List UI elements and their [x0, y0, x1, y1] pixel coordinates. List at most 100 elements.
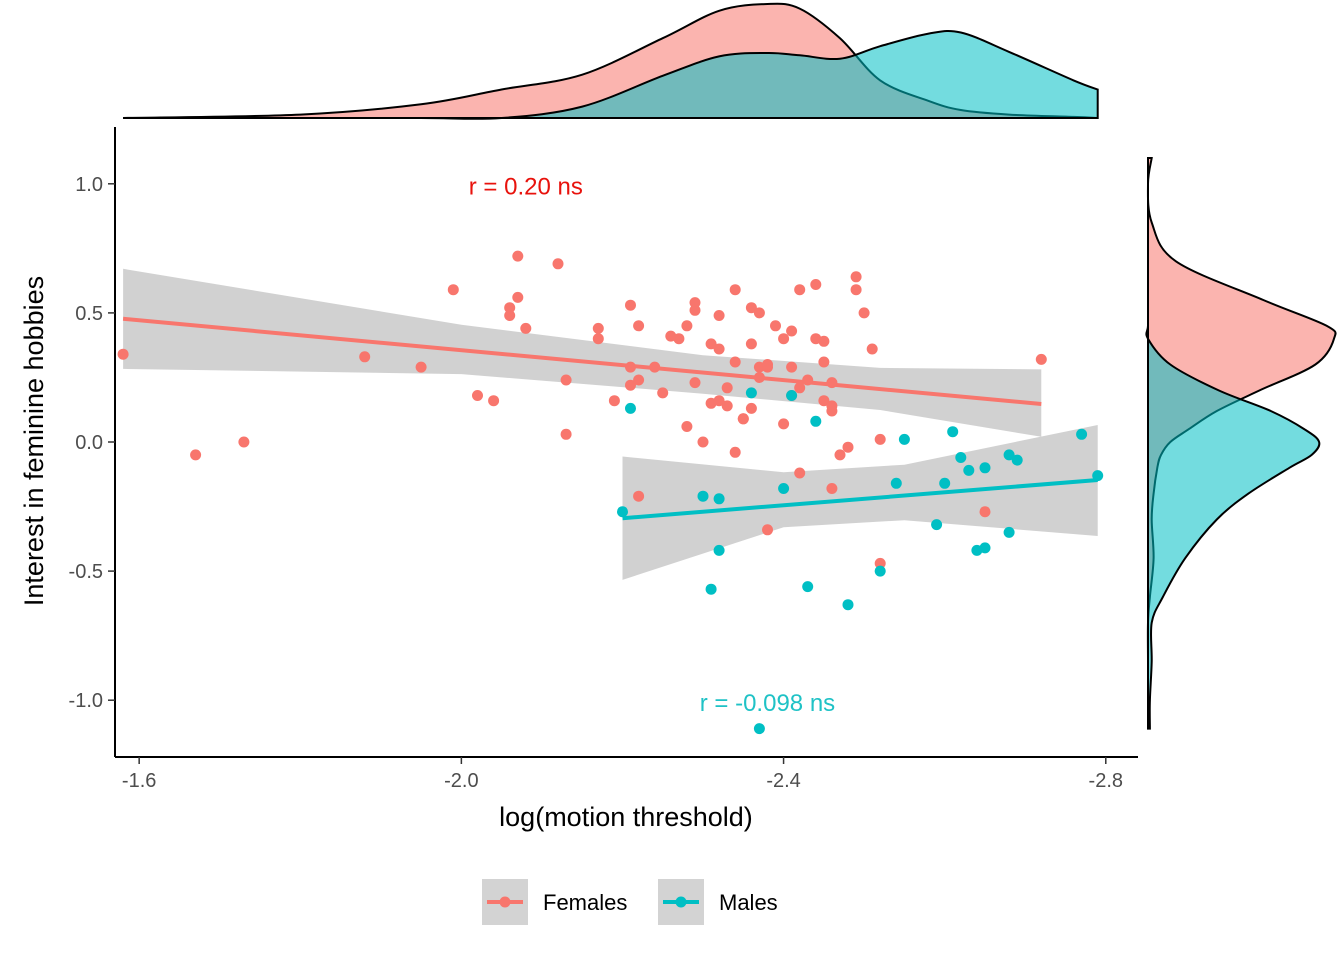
point-females — [472, 390, 483, 401]
point-males — [979, 462, 991, 474]
point-females — [1035, 353, 1047, 365]
marginal-x-density — [123, 2, 1099, 120]
point-females — [794, 284, 806, 296]
point-males — [931, 519, 943, 531]
point-females — [826, 483, 838, 494]
point-males — [745, 387, 757, 399]
point-females — [713, 310, 725, 321]
point-males — [705, 583, 717, 595]
point-males — [697, 490, 709, 502]
legend-point-females — [499, 896, 511, 908]
point-females — [810, 279, 822, 290]
x-tick-label: -2.4 — [766, 770, 800, 792]
point-females — [850, 284, 862, 296]
point-males — [778, 483, 790, 494]
point-females — [705, 338, 717, 350]
point-males — [947, 426, 959, 438]
y-ticks: 1.0 0.5 0.0 -0.5 -1.0 — [69, 174, 115, 712]
point-females — [359, 351, 371, 363]
point-females — [834, 449, 846, 461]
point-females — [560, 428, 572, 440]
regression-lines — [122, 316, 1098, 521]
y-axis-title: Interest in feminine hobbies — [19, 276, 49, 606]
y-tick-label: 1.0 — [75, 174, 103, 196]
point-females — [713, 395, 725, 407]
legend: Females Males — [482, 879, 778, 925]
point-males — [963, 464, 975, 476]
x-tick-label: -2.0 — [444, 770, 478, 792]
x-axis-title: log(motion threshold) — [499, 802, 753, 832]
point-males — [625, 402, 636, 414]
point-females — [117, 348, 129, 360]
ribbon-males — [622, 425, 1098, 580]
point-males — [713, 544, 725, 556]
point-females — [689, 304, 701, 316]
point-females — [592, 322, 604, 334]
point-females — [858, 307, 870, 319]
point-males — [617, 506, 628, 518]
point-males — [713, 493, 725, 505]
correlation-label-females: r = 0.20 ns — [469, 173, 583, 200]
point-females — [729, 284, 741, 296]
point-females — [874, 557, 886, 569]
point-females — [818, 335, 830, 347]
x-ticks: -1.6 -2.0 -2.4 -2.8 — [122, 757, 1123, 792]
point-females — [786, 325, 798, 337]
y-tick-label: 0.0 — [75, 432, 103, 454]
point-males — [753, 723, 765, 735]
fit-line-males — [622, 478, 1098, 521]
point-females — [762, 359, 773, 370]
point-females — [778, 333, 790, 345]
point-males — [842, 599, 854, 611]
point-females — [753, 307, 765, 319]
point-females — [866, 343, 878, 355]
point-females — [689, 377, 701, 389]
point-females — [794, 467, 806, 479]
point-females — [786, 361, 798, 373]
point-females — [520, 322, 532, 334]
point-females — [633, 490, 645, 502]
y-tick-label: -1.0 — [69, 690, 103, 712]
point-females — [818, 356, 830, 368]
point-females — [842, 441, 854, 453]
density-y-males — [1145, 158, 1321, 730]
axes — [114, 127, 1138, 758]
point-females — [818, 395, 830, 407]
x-tick-label: -2.8 — [1089, 770, 1123, 792]
point-females — [560, 374, 572, 386]
point-females — [681, 320, 693, 332]
point-females — [238, 436, 250, 448]
point-females — [415, 361, 427, 373]
point-males — [786, 390, 798, 401]
point-males — [1076, 428, 1088, 440]
point-females — [657, 387, 669, 399]
point-females — [552, 258, 564, 270]
point-males — [979, 542, 991, 554]
point-females — [512, 250, 524, 262]
point-males — [939, 477, 951, 489]
point-females — [762, 524, 773, 536]
point-females — [745, 402, 757, 414]
point-females — [721, 382, 733, 394]
point-females — [745, 302, 757, 314]
point-males — [955, 452, 967, 463]
point-females — [633, 374, 645, 386]
point-females — [745, 338, 757, 350]
x-tick-label: -1.6 — [122, 770, 156, 792]
confidence-ribbons — [123, 268, 1098, 580]
point-females — [729, 356, 741, 368]
point-females — [504, 310, 516, 321]
legend-label-females: Females — [543, 890, 627, 915]
point-females — [770, 320, 781, 332]
point-females — [874, 433, 886, 445]
point-males — [898, 433, 910, 445]
point-males — [1003, 526, 1015, 538]
legend-point-males — [675, 896, 687, 908]
y-tick-label: -0.5 — [69, 561, 103, 583]
point-females — [681, 421, 693, 432]
point-females — [512, 291, 524, 303]
point-females — [625, 299, 636, 311]
point-females — [447, 284, 459, 296]
point-females — [625, 379, 636, 391]
